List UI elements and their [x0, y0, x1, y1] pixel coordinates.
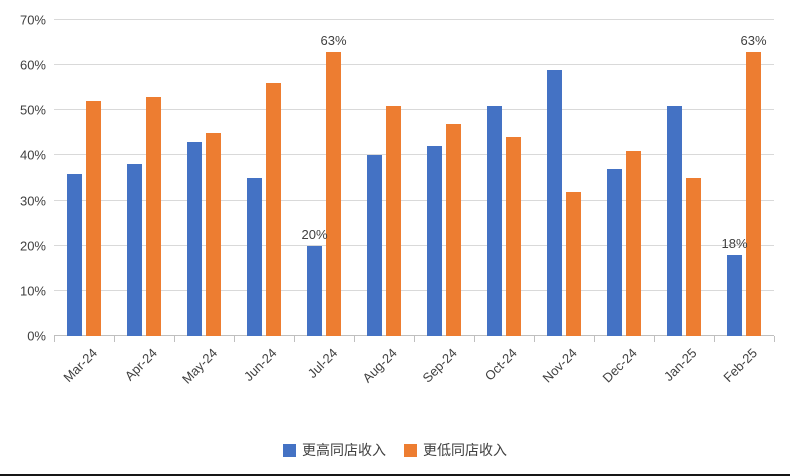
bar-Jun-24-series-1: [266, 83, 281, 336]
gridline: [54, 64, 774, 66]
y-axis-tick-label: 50%: [19, 102, 46, 118]
gridline: [54, 109, 774, 111]
x-axis-tick-mark: [234, 336, 235, 342]
bar-Dec-24-series-0: [607, 168, 622, 336]
x-axis: Mar-24 Apr-24 May-24 Jun-24 Jul-24 Aug-24 Sep-…: [54, 340, 774, 416]
y-axis-tick-label: 0%: [27, 328, 46, 344]
x-axis-tick-label: Jul-24: [304, 345, 340, 381]
bar-Sep-24-series-1: [446, 123, 461, 336]
x-axis-baseline: [54, 335, 774, 336]
bar-Feb-25-series-0: [727, 254, 742, 336]
y-axis-tick-label: 70%: [19, 12, 46, 28]
x-axis-tick-label: Jun-24: [241, 345, 280, 385]
gridline: [54, 289, 774, 291]
x-axis-tick-mark: [114, 336, 115, 342]
x-axis-tick-mark: [774, 336, 775, 342]
bar-May-24-series-0: [187, 141, 202, 336]
x-axis-tick-mark: [474, 336, 475, 342]
x-axis-tick-mark: [354, 336, 355, 342]
x-axis-tick-label: Apr-24: [121, 345, 160, 384]
x-axis-tick-mark: [594, 336, 595, 342]
x-axis-tick-label: Sep-24: [419, 345, 460, 386]
x-axis-tick-mark: [714, 336, 715, 342]
bar-Oct-24-series-1: [506, 137, 521, 336]
x-axis-tick-label: Mar-24: [60, 345, 100, 386]
y-axis-tick-label: 60%: [19, 57, 46, 73]
legend-label: 更高同店收入: [302, 442, 386, 458]
x-axis-tick-label: Aug-24: [359, 345, 400, 386]
bar-Sep-24-series-0: [427, 146, 442, 336]
data-label: 63%: [320, 32, 347, 48]
x-axis-tick-label: May-24: [178, 345, 220, 387]
x-axis-tick-label: Feb-25: [720, 345, 760, 386]
legend-swatch: [404, 443, 417, 457]
bottom-divider: [0, 474, 790, 476]
x-axis-tick-label: Dec-24: [599, 345, 640, 386]
bar-Jul-24-series-1: [326, 51, 341, 336]
bar-Jul-24-series-0: [307, 245, 322, 336]
legend-item: 更低同店收入: [404, 440, 507, 460]
bar-Oct-24-series-0: [487, 105, 502, 336]
bar-Dec-24-series-1: [626, 150, 641, 336]
bar-Feb-25-series-1: [746, 51, 761, 336]
legend-swatch: [283, 443, 296, 457]
x-axis-tick-mark: [294, 336, 295, 342]
plot-area: 0% 10% 20% 30% 40% 50% 60% 70% 20% 63% 18% 63%: [20, 14, 775, 343]
data-label: 20%: [301, 226, 328, 242]
bar-Jan-25-series-0: [667, 105, 682, 336]
gridline: [54, 19, 774, 20]
y-axis-tick-label: 20%: [19, 238, 46, 254]
bar-Aug-24-series-0: [367, 155, 382, 336]
bar-Apr-24-series-1: [146, 96, 161, 336]
bar-May-24-series-1: [206, 132, 221, 336]
data-label: 63%: [740, 32, 767, 48]
bar-Aug-24-series-1: [386, 105, 401, 336]
gridline: [54, 199, 774, 201]
gridline: [54, 154, 774, 156]
x-axis-tick-label: Jan-25: [661, 345, 700, 385]
y-axis-tick-label: 40%: [19, 147, 46, 163]
legend-label: 更低同店收入: [423, 442, 507, 458]
x-axis-tick-mark: [174, 336, 175, 342]
x-axis-tick-mark: [414, 336, 415, 342]
data-label: 18%: [721, 235, 748, 251]
bar-Jun-24-series-0: [247, 178, 262, 336]
bar-Jan-25-series-1: [686, 178, 701, 336]
y-axis-tick-label: 30%: [19, 193, 46, 209]
x-axis-tick-mark: [654, 336, 655, 342]
x-axis-tick-mark: [54, 336, 55, 342]
x-axis-tick-mark: [534, 336, 535, 342]
bar-Nov-24-series-1: [566, 191, 581, 336]
bar-Mar-24-series-1: [85, 101, 101, 336]
gridline: [54, 244, 774, 246]
x-axis-tick-label: Nov-24: [539, 345, 580, 386]
x-axis-tick-label: Oct-24: [481, 345, 520, 384]
legend-item: 更高同店收入: [283, 440, 386, 460]
legend: 更高同店收入 更低同店收入: [0, 440, 790, 460]
bar-Nov-24-series-0: [547, 69, 562, 336]
bar-Mar-24-series-0: [66, 173, 82, 336]
bar-Apr-24-series-0: [127, 164, 142, 336]
y-axis-tick-label: 10%: [19, 283, 46, 299]
